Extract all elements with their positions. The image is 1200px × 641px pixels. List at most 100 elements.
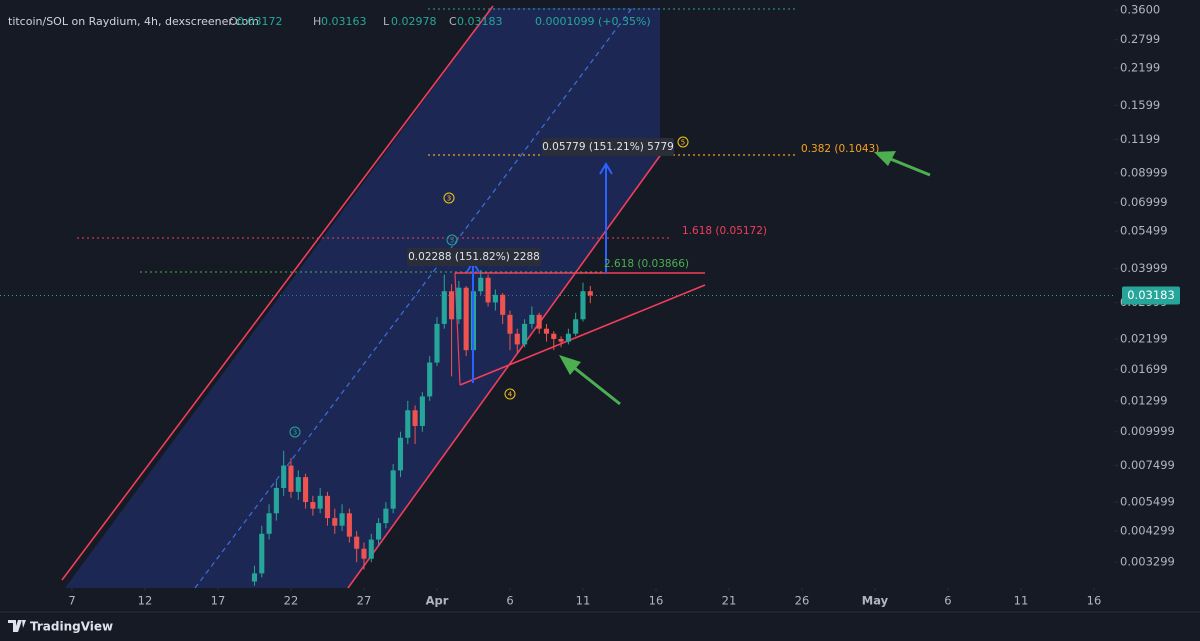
candle-body: [478, 277, 484, 292]
price-tag-label: 0.03183: [1127, 288, 1175, 302]
change: 0.0001099 (+0.35%): [535, 15, 651, 28]
x-tick-label: 6: [506, 594, 513, 608]
candle-body: [368, 539, 374, 559]
symbol: titcoin/SOL on Raydium, 4h, dexscreener.…: [8, 15, 259, 28]
x-tick-label: 26: [795, 594, 810, 608]
candle-body: [288, 465, 294, 492]
arrow-head: [599, 162, 613, 175]
y-tick-label: 0.01699: [1120, 362, 1168, 376]
y-tick-label: 0.03999: [1120, 261, 1168, 275]
candle-body: [500, 294, 506, 315]
ohlc-value: 0.03183: [457, 15, 503, 28]
candles: [251, 270, 593, 586]
wave-circle: [504, 388, 516, 400]
candle-body: [346, 513, 352, 537]
ohlc-legend: O 0.03172 H 0.03163 L 0.02978 C 0.03183: [229, 15, 503, 28]
x-tick-label: Apr: [426, 594, 449, 608]
candle-body: [281, 465, 287, 488]
x-tick-label: 11: [576, 594, 591, 608]
measure-label: 0.05779 (151.21%) 5779: [542, 141, 674, 153]
x-tick-label: 6: [944, 594, 951, 608]
y-tick-label: 0.3600: [1120, 3, 1160, 17]
fib-label: 0.382 (0.1043): [801, 143, 879, 155]
fib-label: 1.618 (0.05172): [682, 225, 767, 237]
fib-label: 2.618 (0.03866): [604, 258, 689, 270]
y-tick-label: 0.004299: [1120, 524, 1175, 538]
candle-body: [580, 291, 586, 320]
candle-body: [397, 437, 404, 471]
channel-fill: [65, 8, 660, 588]
candle-body: [361, 548, 367, 559]
x-tick-label: 16: [1087, 594, 1102, 608]
candle-body: [514, 333, 520, 345]
candle-body: [587, 291, 593, 296]
triangle-side: [454, 272, 461, 386]
x-tick-label: May: [862, 594, 889, 608]
candle-body: [303, 477, 309, 503]
wave-circle: [289, 426, 301, 438]
wave-circle: [443, 192, 455, 204]
candle-body: [339, 513, 345, 526]
candle-body: [354, 536, 360, 549]
y-tick-label: 0.009999: [1120, 424, 1175, 438]
wave-label: 5: [681, 139, 685, 147]
candle-body: [543, 328, 550, 334]
wave-label: 3: [447, 195, 451, 203]
candle-body: [522, 323, 528, 345]
candle-body: [419, 396, 425, 426]
pointer-arrow: [571, 364, 621, 406]
candle-body: [492, 294, 498, 303]
candle-body: [441, 291, 447, 324]
measure-box: [542, 138, 674, 156]
y-tick-label: 0.005499: [1120, 495, 1175, 509]
candle-body: [463, 287, 469, 351]
candle-body: [273, 487, 279, 514]
candle-body: [536, 314, 542, 329]
pointer-head: [874, 151, 896, 166]
ohlc-key: H: [313, 15, 321, 28]
x-tick-label: 17: [211, 594, 226, 608]
channel-lower: [347, 152, 663, 589]
candle-body: [405, 410, 411, 438]
candle-body: [324, 495, 331, 519]
measure-label: 0.02288 (151.82%) 2288: [408, 251, 540, 263]
y-tick-label: 0.1599: [1120, 98, 1160, 112]
brand: TradingView: [30, 620, 113, 634]
y-tick-label: 0.1199: [1120, 132, 1160, 146]
candle-body: [266, 513, 272, 534]
wave-circle: [446, 234, 458, 246]
x-tick-label: 27: [357, 594, 372, 608]
y-tick-label: 0.01299: [1120, 393, 1168, 407]
channel-upper: [61, 5, 494, 581]
y-tick-label: 0.02199: [1120, 331, 1168, 345]
candle-body: [383, 508, 389, 524]
candle-body: [317, 495, 323, 509]
x-tick-label: 22: [284, 594, 299, 608]
y-tick-label: 0.08999: [1120, 166, 1168, 180]
wave-label: 5: [450, 237, 454, 245]
y-tick-label: 0.003299: [1120, 555, 1175, 569]
y-tick-label: 0.2799: [1120, 32, 1160, 46]
candle-body: [485, 277, 491, 303]
ohlc-value: 0.03163: [321, 15, 367, 28]
candle-body: [456, 287, 462, 320]
ohlc-value: 0.02978: [391, 15, 437, 28]
x-tick-label: 16: [649, 594, 664, 608]
candle-body: [259, 533, 265, 574]
y-tick-label: 0.06999: [1120, 195, 1168, 209]
y-axis-area: [1115, 0, 1200, 612]
candle-body: [376, 523, 382, 540]
ohlc-key: L: [383, 15, 390, 28]
candle-body: [551, 333, 557, 339]
candle-body: [310, 502, 316, 509]
wave-label: 4: [508, 391, 513, 399]
candle-body: [412, 410, 418, 426]
logo-icon: [8, 620, 26, 632]
candle-body: [427, 362, 433, 397]
wave-label: 3: [293, 429, 297, 437]
x-tick-label: 21: [722, 594, 737, 608]
candle-body: [529, 314, 535, 324]
